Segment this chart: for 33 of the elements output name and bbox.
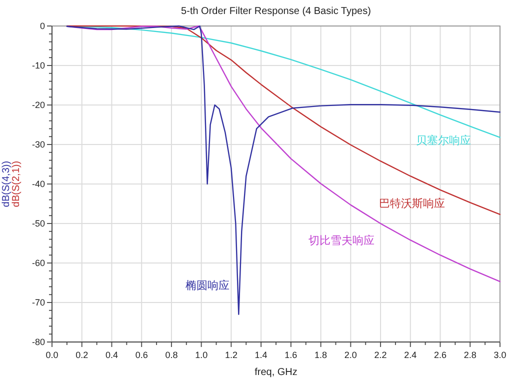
x-tick-label: 0.2 — [76, 350, 88, 360]
y-tick-label: 0 — [40, 21, 45, 31]
y-axis-title: dB(S(4,3)) dB(S(2,1)) — [1, 160, 22, 208]
x-tick-label: 3.0 — [494, 350, 506, 360]
x-tick-label: 0.4 — [105, 350, 118, 360]
x-tick-label: 2.4 — [404, 350, 417, 360]
x-tick-label: 1.0 — [195, 350, 208, 360]
y-tick-label: -40 — [32, 179, 45, 189]
y-tick-label: -80 — [32, 337, 45, 347]
x-tick-label: 1.2 — [224, 350, 238, 360]
x-tick-label: 1.8 — [314, 350, 328, 360]
chart-title: 5-th Order Filter Response (4 Basic Types) — [181, 6, 371, 17]
x-axis-title: freq, GHz — [254, 367, 298, 378]
y-tick-label: -30 — [32, 140, 45, 150]
x-tick-label: 0.8 — [165, 350, 178, 360]
x-tick-label: 0.6 — [135, 350, 148, 360]
x-tick-label: 2.0 — [344, 350, 357, 360]
x-tick-label: 2.8 — [464, 350, 476, 360]
series-label: 巴特沃斯响应 — [378, 196, 445, 210]
y-tick-label: -20 — [32, 100, 45, 110]
y-tick-label: -50 — [32, 218, 45, 228]
y-tick-label: -60 — [32, 258, 45, 268]
x-tick-label: 2.2 — [374, 350, 387, 360]
line-series — [66, 25, 501, 216]
y-tick-label: -70 — [32, 298, 45, 308]
series-label: 椭圆响应 — [185, 279, 230, 292]
x-tick-label: 1.6 — [284, 350, 298, 360]
x-tick-label: 2.6 — [434, 350, 447, 360]
x-tick-label: 0.0 — [46, 350, 58, 360]
y-tick-label: -10 — [32, 60, 45, 70]
x-tick-label: 1.4 — [254, 350, 268, 360]
series-label: 贝塞尔响应 — [416, 134, 471, 148]
series-label: 切比雪夫响应 — [308, 234, 375, 248]
